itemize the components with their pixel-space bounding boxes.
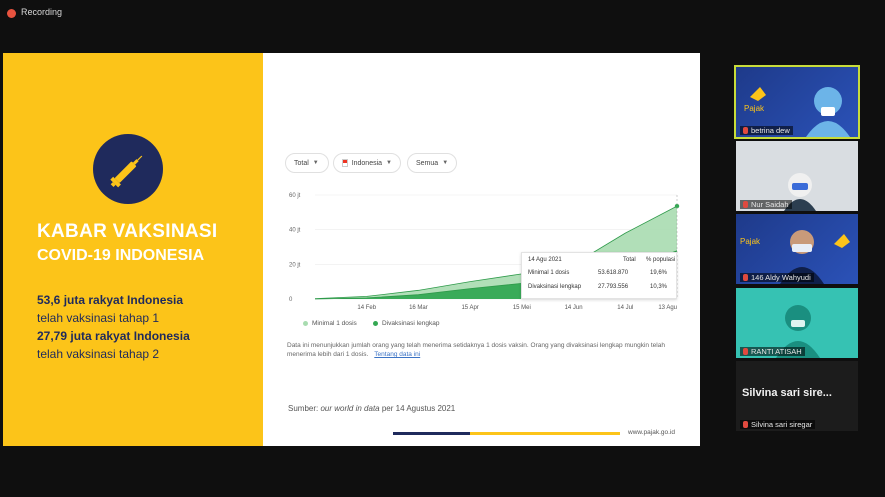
series-end-point: [674, 203, 680, 209]
participant-tile[interactable]: RANTI ATISAH: [736, 288, 858, 358]
chart-note: Data ini menunjukkan jumlah orang yang t…: [287, 341, 677, 359]
legend-series1-label: Minimal 1 dosis: [312, 320, 357, 327]
stat1-headline: 53,6 juta rakyat Indonesia: [37, 293, 184, 307]
footer-bar-yellow: [470, 432, 620, 435]
chevron-down-icon: ▼: [442, 160, 449, 166]
stat2-text: telah vaksinasi tahap 2: [37, 347, 160, 361]
participant-tile[interactable]: Silvina sari sire... Silvina sari sirega…: [736, 361, 858, 431]
legend-swatch: [373, 321, 378, 326]
series-line-1: [314, 205, 678, 300]
x-tick-label: 16 Mar: [409, 305, 428, 311]
participant-name: 146 Aldy Wahyudi: [740, 273, 814, 282]
shared-slide: KABAR VAKSINASI COVID-19 INDONESIA 53,6 …: [3, 53, 700, 446]
tooltip-row1-total: 53.618.870: [598, 270, 629, 276]
participant-tile[interactable]: Pajak betrina dew: [734, 65, 860, 139]
stat1-text: telah vaksinasi tahap 1: [37, 311, 160, 325]
x-tick-label: 13 Agu: [658, 305, 677, 311]
mic-muted-icon: [743, 201, 748, 208]
participant-name: Silvina sari siregar: [740, 420, 816, 429]
slide-yellow-panel: KABAR VAKSINASI COVID-19 INDONESIA 53,6 …: [3, 53, 263, 446]
chevron-down-icon: ▼: [312, 160, 319, 166]
stat2-headline: 27,79 juta rakyat Indonesia: [37, 329, 190, 343]
tooltip-row2-total: 27.793.556: [598, 284, 629, 290]
source-name: our world in data: [320, 404, 380, 413]
y-tick-label: 60 jt: [289, 193, 301, 199]
tooltip-col-total: Total: [623, 257, 636, 263]
legend-series2[interactable]: Divaksinasi lengkap: [373, 320, 439, 327]
tooltip-row1-label: Minimal 1 dosis: [528, 270, 570, 276]
y-tick-label: 20 jt: [289, 262, 301, 268]
participant-video: Pajak: [744, 87, 850, 137]
participant-video: [736, 141, 858, 211]
legend-series1[interactable]: Minimal 1 dosis: [303, 320, 357, 327]
recording-icon: [7, 9, 16, 18]
tooltip-date: 14 Agu 2021: [528, 257, 562, 263]
tooltip-row1-pct: 19,6%: [650, 270, 668, 276]
y-tick-label: 0: [289, 297, 293, 303]
chart-note-text: Data ini menunjukkan jumlah orang yang t…: [287, 342, 665, 358]
x-tick-label: 14 Jul: [617, 305, 633, 311]
x-tick-label: 15 Apr: [461, 305, 478, 311]
participant-tile[interactable]: Nur Saidah: [736, 141, 858, 211]
vaccine-badge: [93, 134, 163, 204]
tooltip-row2-label: Divaksinasi lengkap: [528, 284, 582, 290]
metric-label: Total: [294, 159, 309, 167]
participant-tile[interactable]: Pajak 146 Aldy Wahyudi: [736, 214, 858, 284]
mic-muted-icon: [743, 348, 748, 355]
slide-title-line1: KABAR VAKSINASI: [37, 221, 218, 242]
svg-text:Pajak: Pajak: [744, 104, 765, 113]
y-tick-label: 40 jt: [289, 228, 301, 234]
syringe-icon: [110, 155, 143, 188]
participant-name: Nur Saidah: [740, 200, 792, 209]
metric-dropdown[interactable]: Total ▼: [285, 153, 329, 173]
x-tick-label: 14 Jun: [565, 305, 583, 311]
group-dropdown[interactable]: Semua ▼: [407, 153, 457, 173]
footer-url: www.pajak.go.id: [628, 429, 675, 436]
mic-muted-icon: [743, 421, 748, 428]
source-line: Sumber: our world in data per 14 Agustus…: [288, 404, 455, 413]
recording-bar: Recording: [0, 0, 885, 26]
country-label: Indonesia: [351, 159, 383, 167]
tooltip-col-pct: % populasi: [646, 257, 676, 263]
tooltip-row2-pct: 10,3%: [650, 284, 668, 290]
chevron-down-icon: ▼: [386, 160, 392, 166]
group-label: Semua: [416, 159, 439, 167]
mic-muted-icon: [743, 127, 748, 134]
slide-title-line2: COVID-19 INDONESIA: [37, 247, 205, 264]
flag-icon: [342, 159, 348, 167]
source-prefix: Sumber:: [288, 404, 321, 413]
participant-name: betrina dew: [740, 126, 793, 135]
about-data-link[interactable]: Tentang data ini: [374, 351, 421, 358]
participant-name: RANTI ATISAH: [740, 347, 805, 356]
mic-muted-icon: [743, 274, 748, 281]
country-dropdown[interactable]: Indonesia ▼: [333, 153, 401, 173]
legend-series2-label: Divaksinasi lengkap: [382, 320, 440, 327]
svg-text:Pajak: Pajak: [740, 237, 761, 246]
legend-swatch: [303, 321, 308, 326]
footer-bar-navy: [393, 432, 470, 435]
x-tick-label: 14 Feb: [357, 305, 376, 311]
chart-tooltip: 14 Agu 2021 Total % populasi Minimal 1 d…: [521, 252, 677, 299]
x-tick-label: 15 Mei: [513, 305, 531, 311]
participant-display-name: Silvina sari sire...: [742, 387, 832, 399]
source-suffix: per 14 Agustus 2021: [379, 404, 456, 413]
recording-label: Recording: [21, 7, 63, 17]
